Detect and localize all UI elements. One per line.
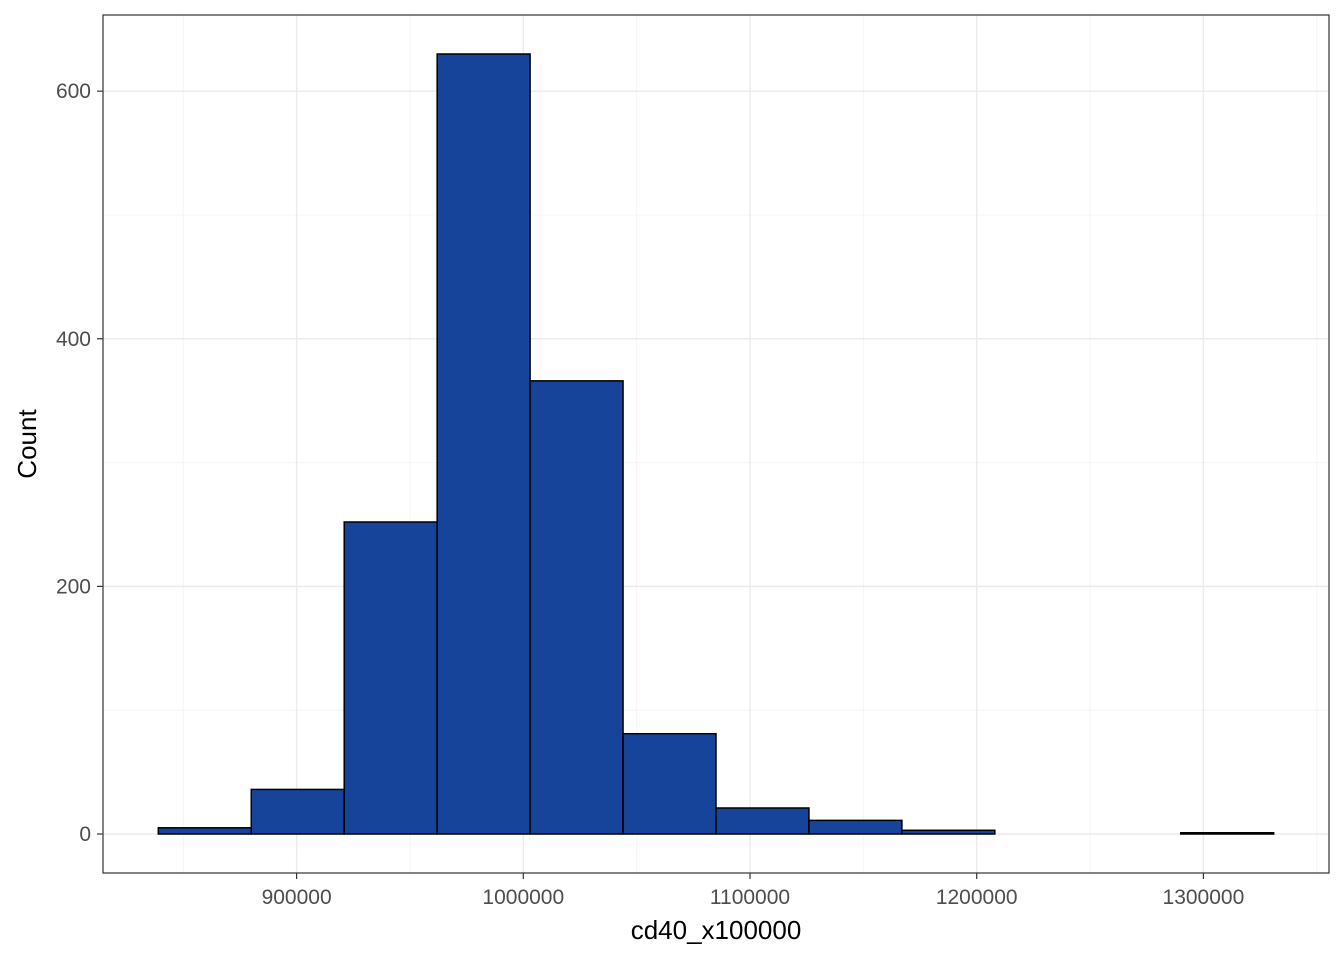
y-axis: 0 200 400 600 [56, 80, 103, 846]
y-axis-title: Count [12, 409, 42, 479]
histogram-bar [901, 829, 996, 835]
x-tick-label: 900000 [262, 886, 332, 909]
y-tick-label: 400 [56, 328, 91, 351]
minor-gridlines [103, 15, 1329, 873]
y-tick-label: 0 [79, 823, 91, 846]
histogram-bars [157, 53, 1275, 835]
x-axis: 900000 1000000 1100000 1200000 1300000 [262, 873, 1245, 909]
histogram-bar [622, 732, 717, 835]
histogram-bar [250, 788, 345, 835]
histogram-bar [1179, 832, 1275, 835]
y-tick-label: 600 [56, 80, 91, 103]
x-tick-label: 1100000 [710, 886, 790, 909]
x-tick-label: 1200000 [936, 886, 1018, 909]
histogram-bar [529, 380, 624, 835]
histogram-bar [343, 521, 438, 835]
histogram-bar [157, 827, 253, 835]
histogram-bar [715, 807, 810, 835]
x-axis-title: cd40_x100000 [631, 915, 802, 945]
panel-border [102, 14, 1330, 874]
x-tick-label: 1300000 [1163, 886, 1245, 909]
histogram-bar [808, 819, 903, 835]
x-tick-label: 1000000 [482, 886, 564, 909]
histogram-bar [436, 53, 531, 835]
y-tick-label: 200 [56, 575, 91, 598]
